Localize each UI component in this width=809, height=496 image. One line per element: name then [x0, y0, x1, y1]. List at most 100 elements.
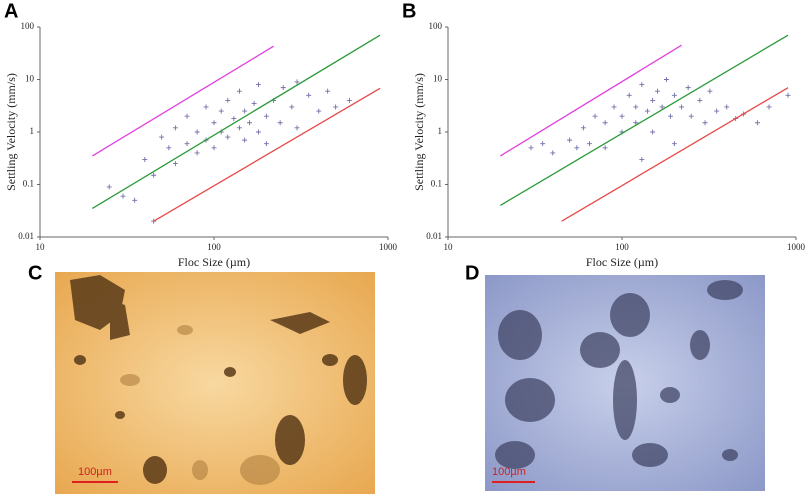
- point: [633, 104, 639, 110]
- point: [528, 145, 534, 151]
- point: [639, 82, 645, 88]
- point: [580, 125, 586, 131]
- y-tick-label: 10: [433, 74, 443, 84]
- point: [540, 141, 546, 147]
- point: [294, 79, 300, 85]
- point: [663, 77, 669, 82]
- point: [184, 113, 190, 119]
- chart: 0.01 0.1 1 10 100 10 100 1000 Floc Size (µm) Sett…: [4, 21, 398, 269]
- y-tick-label: 100: [429, 21, 443, 31]
- point: [707, 88, 713, 94]
- micrograph-d: 100µm: [485, 275, 765, 491]
- point: [325, 88, 331, 94]
- point: [671, 92, 677, 98]
- point: [255, 129, 261, 135]
- x-axis-label: Floc Size (µm): [586, 255, 658, 269]
- point: [120, 193, 126, 199]
- point: [132, 197, 138, 203]
- y-tick-label: 100: [21, 21, 35, 31]
- point: [633, 120, 639, 126]
- point: [702, 120, 708, 126]
- point: [574, 145, 580, 151]
- x-tick-label: 1000: [379, 242, 398, 252]
- point: [218, 108, 224, 114]
- point: [714, 108, 720, 114]
- point: [550, 150, 556, 156]
- point: [184, 141, 190, 147]
- reference-line: [500, 44, 682, 157]
- reference-line: [500, 34, 789, 206]
- x-tick-label: 10: [444, 242, 454, 252]
- point: [151, 172, 157, 178]
- reference-line: [92, 34, 381, 209]
- point: [251, 100, 257, 106]
- point: [346, 97, 352, 103]
- point: [650, 129, 656, 135]
- point: [650, 97, 656, 103]
- x-tick-label: 100: [615, 242, 629, 252]
- point: [567, 137, 573, 143]
- point: [289, 104, 295, 110]
- scale-bar-label: 100µm: [78, 466, 112, 478]
- y-tick-label: 10: [25, 74, 35, 84]
- point: [277, 120, 283, 126]
- y-tick-label: 0.1: [23, 179, 34, 189]
- y-tick-label: 0.01: [18, 231, 34, 241]
- point: [724, 104, 730, 110]
- micrograph-c: 100µm: [55, 272, 375, 494]
- panel-label: B: [402, 0, 416, 22]
- point: [602, 120, 608, 126]
- point: [151, 218, 157, 224]
- point: [172, 161, 178, 167]
- point: [697, 97, 703, 103]
- point: [316, 108, 322, 114]
- point: [688, 113, 694, 119]
- x-tick-label: 1000: [787, 242, 806, 252]
- point: [611, 104, 617, 110]
- reference-line: [153, 87, 381, 222]
- point: [668, 113, 674, 119]
- point: [242, 137, 248, 143]
- point: [766, 104, 772, 110]
- point: [166, 145, 172, 151]
- point: [602, 145, 608, 151]
- reference-line: [92, 45, 274, 157]
- point: [194, 129, 200, 135]
- point: [333, 104, 339, 110]
- point: [644, 108, 650, 114]
- point: [785, 92, 791, 98]
- point: [671, 141, 677, 147]
- point: [211, 145, 217, 151]
- y-axis-label: Settling Velocity (mm/s): [412, 73, 426, 191]
- point: [586, 141, 592, 147]
- point: [659, 104, 665, 110]
- point: [242, 108, 248, 114]
- panel-label: D: [465, 262, 479, 284]
- point: [679, 104, 685, 110]
- point: [159, 134, 165, 140]
- point: [280, 85, 286, 91]
- point: [231, 116, 237, 122]
- y-tick-label: 0.01: [426, 231, 442, 241]
- chart: 0.01 0.1 1 10 100 10 100 1000 Floc Size (µm) Sett…: [412, 21, 806, 269]
- y-axis-label: Settling Velocity (mm/s): [4, 73, 18, 191]
- x-tick-label: 100: [207, 242, 221, 252]
- panel-label: C: [28, 262, 42, 284]
- point: [619, 113, 625, 119]
- reference-line: [561, 87, 789, 222]
- point: [263, 113, 269, 119]
- point: [236, 88, 242, 94]
- y-tick-label: 0.1: [431, 179, 442, 189]
- x-tick-label: 10: [36, 242, 46, 252]
- point: [754, 120, 760, 126]
- point: [203, 104, 209, 110]
- point: [626, 92, 632, 98]
- y-tick-label: 1: [30, 126, 35, 136]
- point: [194, 150, 200, 156]
- point: [592, 113, 598, 119]
- point: [306, 92, 312, 98]
- point: [225, 97, 231, 103]
- point: [655, 88, 661, 94]
- point: [685, 85, 691, 91]
